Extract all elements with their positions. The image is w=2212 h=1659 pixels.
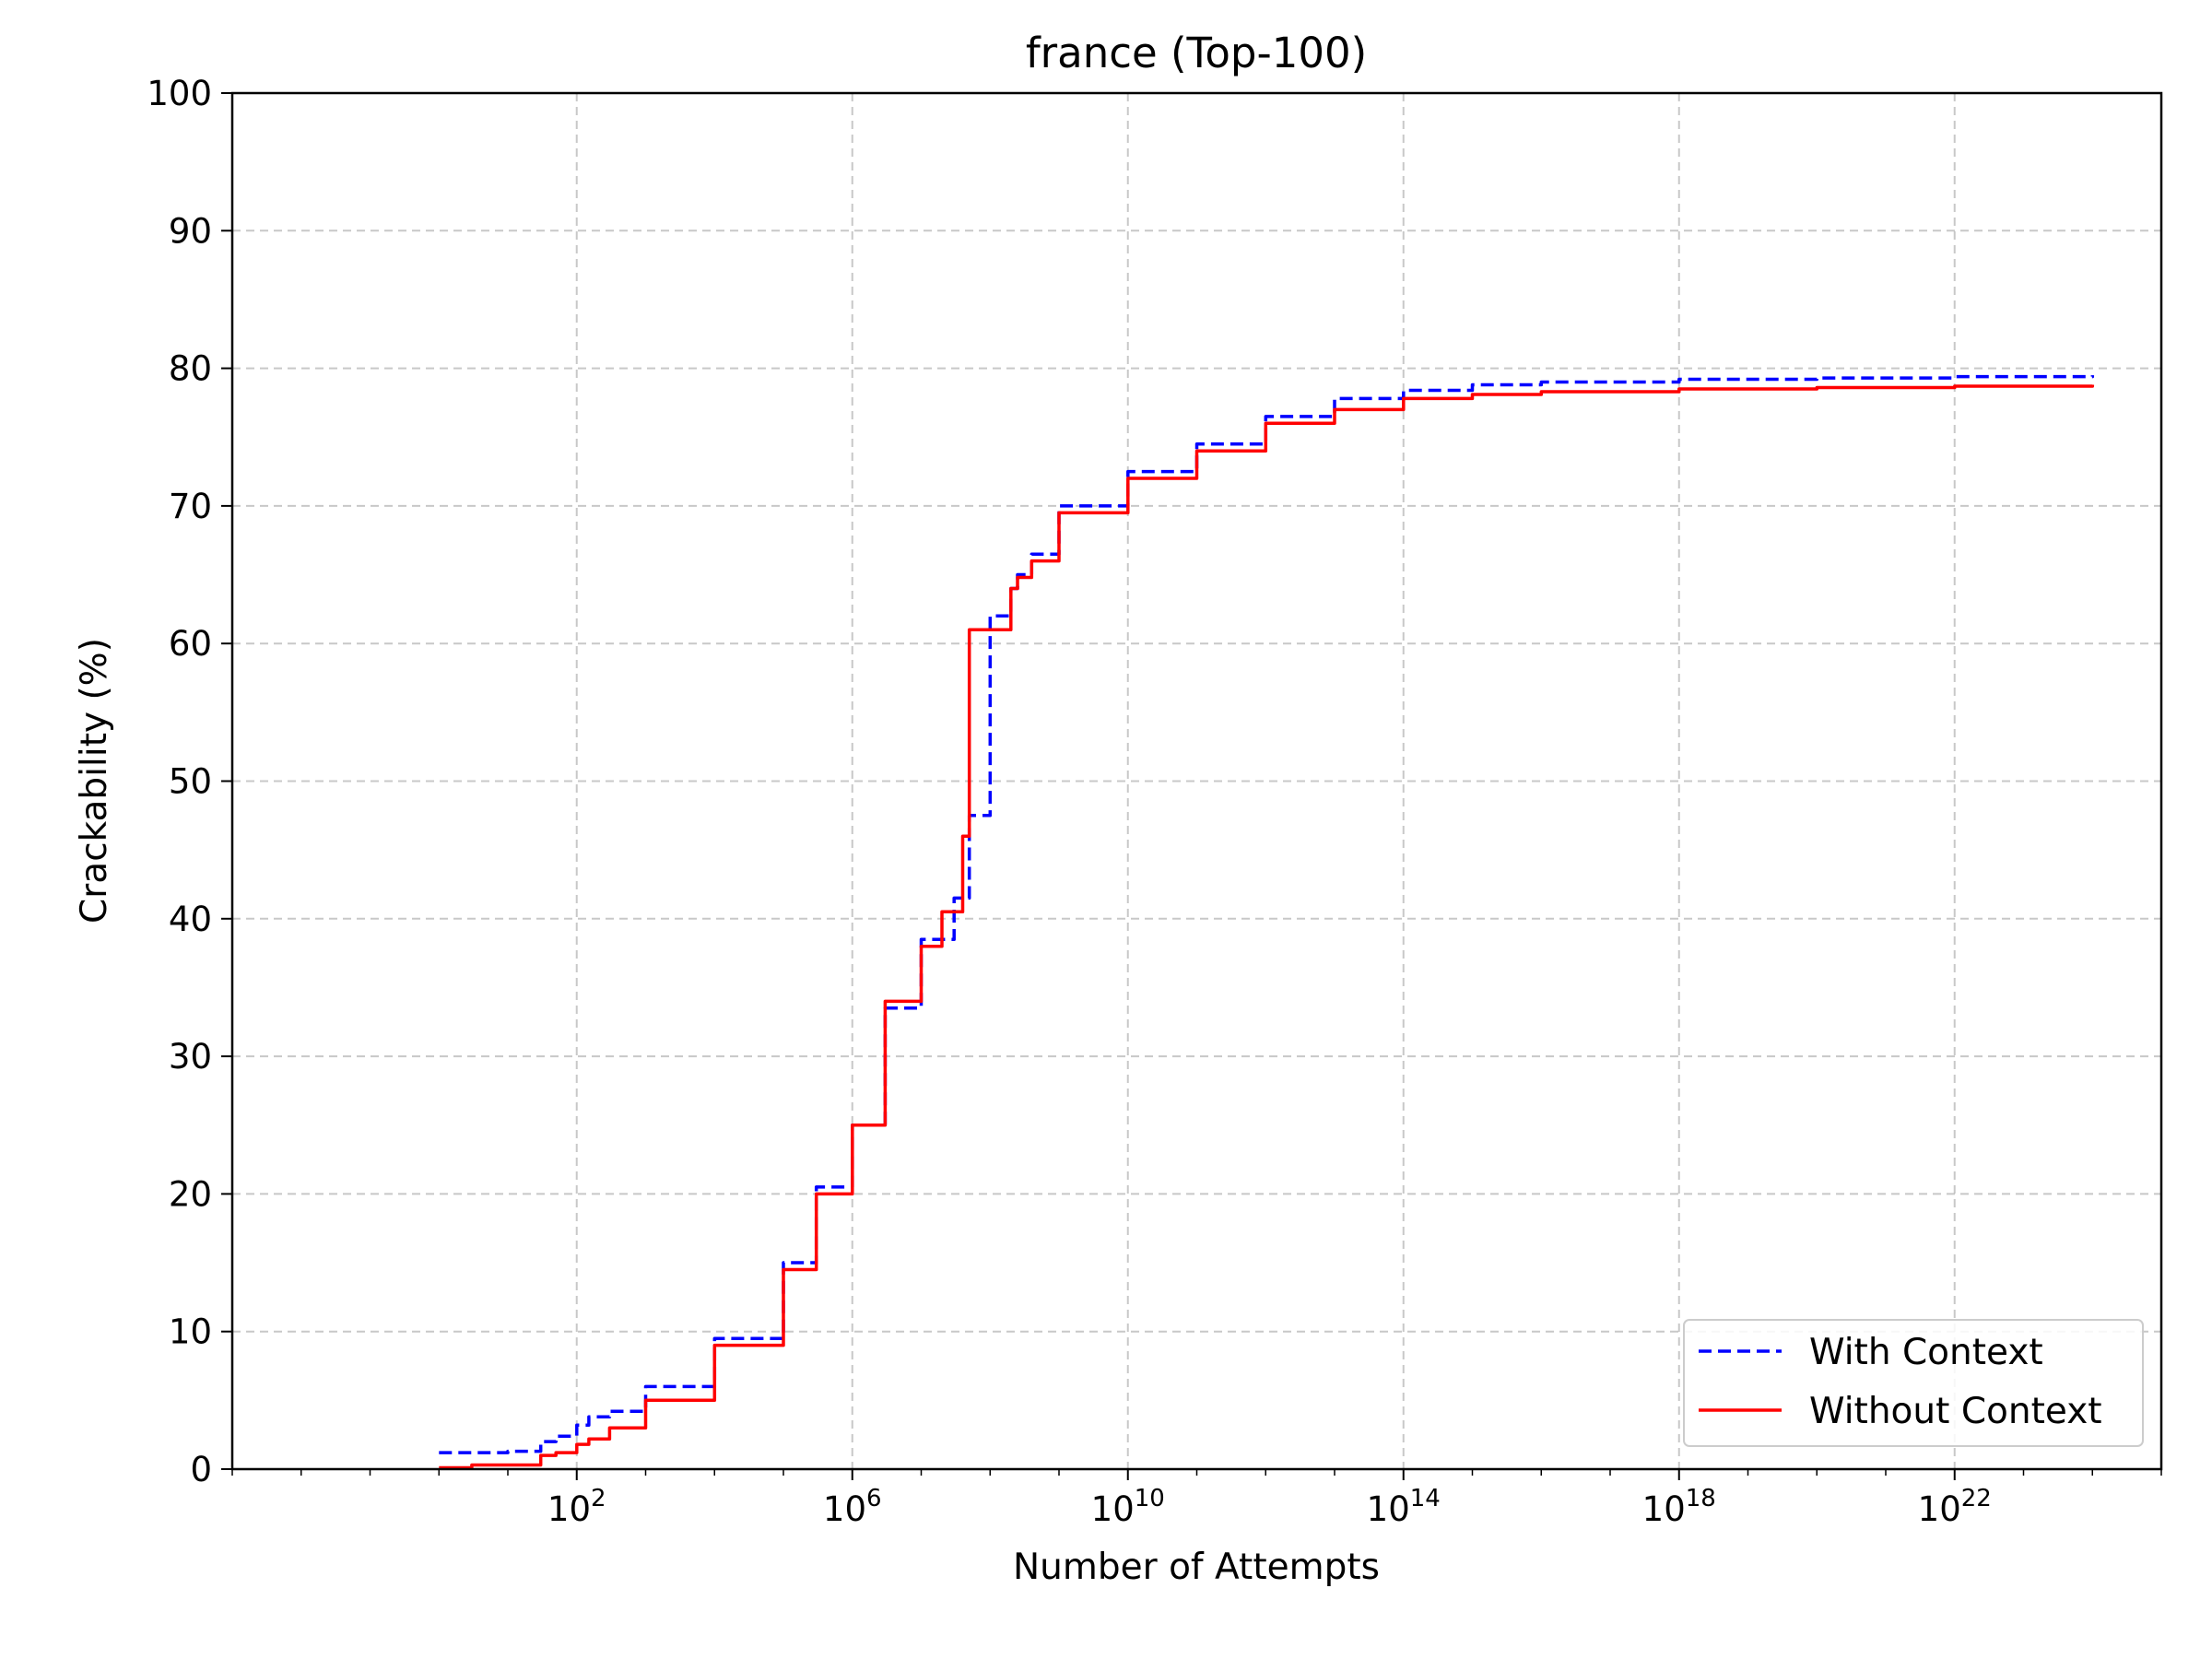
x-tick-label: 1022 <box>1918 1485 1992 1529</box>
ticks: 0 10 20 30 40 50 60 70 80 90 100 102 106 1010 1014 1018… <box>147 74 2162 1529</box>
y-axis-label: Crackability (%) <box>74 638 115 924</box>
y-tick-label: 70 <box>169 487 212 526</box>
y-tick-label: 10 <box>169 1312 212 1352</box>
chart-title: france (Top-100) <box>1026 29 1367 77</box>
legend-label-without-context: Without Context <box>1809 1391 2102 1432</box>
x-tick-label: 1014 <box>1367 1485 1441 1529</box>
x-tick-label: 102 <box>547 1485 606 1529</box>
y-tick-label: 100 <box>147 74 212 113</box>
y-tick-label: 90 <box>169 211 212 251</box>
x-axis-label: Number of Attempts <box>1013 1547 1380 1588</box>
y-tick-label: 20 <box>169 1174 212 1214</box>
plot-frame <box>230 91 2163 1471</box>
x-tick-label: 106 <box>823 1485 882 1529</box>
series-line-without-context <box>439 384 2095 1470</box>
series-line-with-context <box>439 374 2095 1454</box>
legend-label-with-context: With Context <box>1809 1332 2043 1373</box>
grid <box>232 92 2161 1470</box>
legend-box <box>1683 1319 2144 1447</box>
x-tick-label: 1018 <box>1642 1485 1716 1529</box>
x-tick-label: 1010 <box>1091 1485 1165 1529</box>
y-tick-label: 30 <box>169 1037 212 1077</box>
y-tick-label: 50 <box>169 762 212 802</box>
legend: With Context Without Context <box>1683 1319 2144 1447</box>
y-tick-label: 40 <box>169 900 212 939</box>
y-tick-label: 80 <box>169 349 212 389</box>
y-tick-label: 0 <box>190 1450 212 1489</box>
series-layer <box>439 374 2095 1470</box>
y-tick-label: 60 <box>169 624 212 664</box>
